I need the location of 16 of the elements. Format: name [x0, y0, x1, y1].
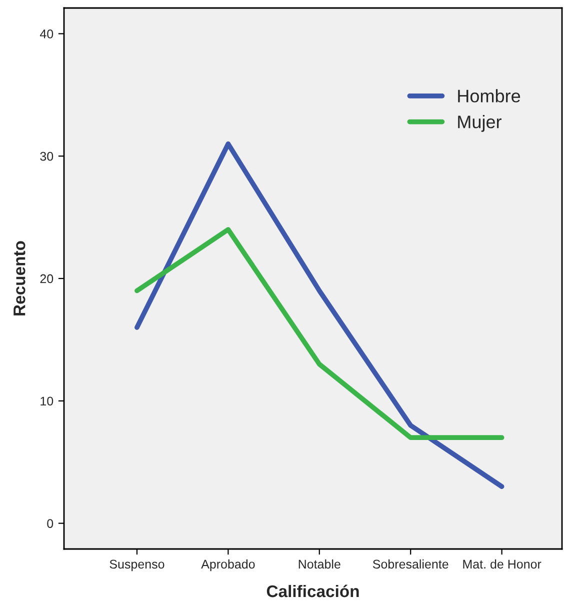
legend-label: Mujer [458, 115, 502, 132]
y-tick-label: 20 [40, 274, 54, 284]
x-axis-title: Calificación [266, 584, 359, 598]
line-series [134, 227, 504, 440]
x-tick-label: Aprobado [201, 559, 255, 572]
y-tick-label: 30 [40, 152, 54, 161]
y-axis-title: Recuento [14, 241, 26, 316]
x-tick-label: Notable [298, 559, 340, 569]
line-series [134, 141, 504, 490]
legend-label: Hombre [458, 89, 520, 102]
y-tick-label: 0 [47, 519, 54, 528]
y-tick-label: 40 [40, 30, 54, 38]
x-tick-label: Sobresaliente [372, 559, 448, 569]
x-tick-label: Suspenso [110, 560, 164, 572]
x-tick-label: Mat. de Honor [463, 559, 542, 569]
y-tick-label: 10 [40, 396, 54, 406]
